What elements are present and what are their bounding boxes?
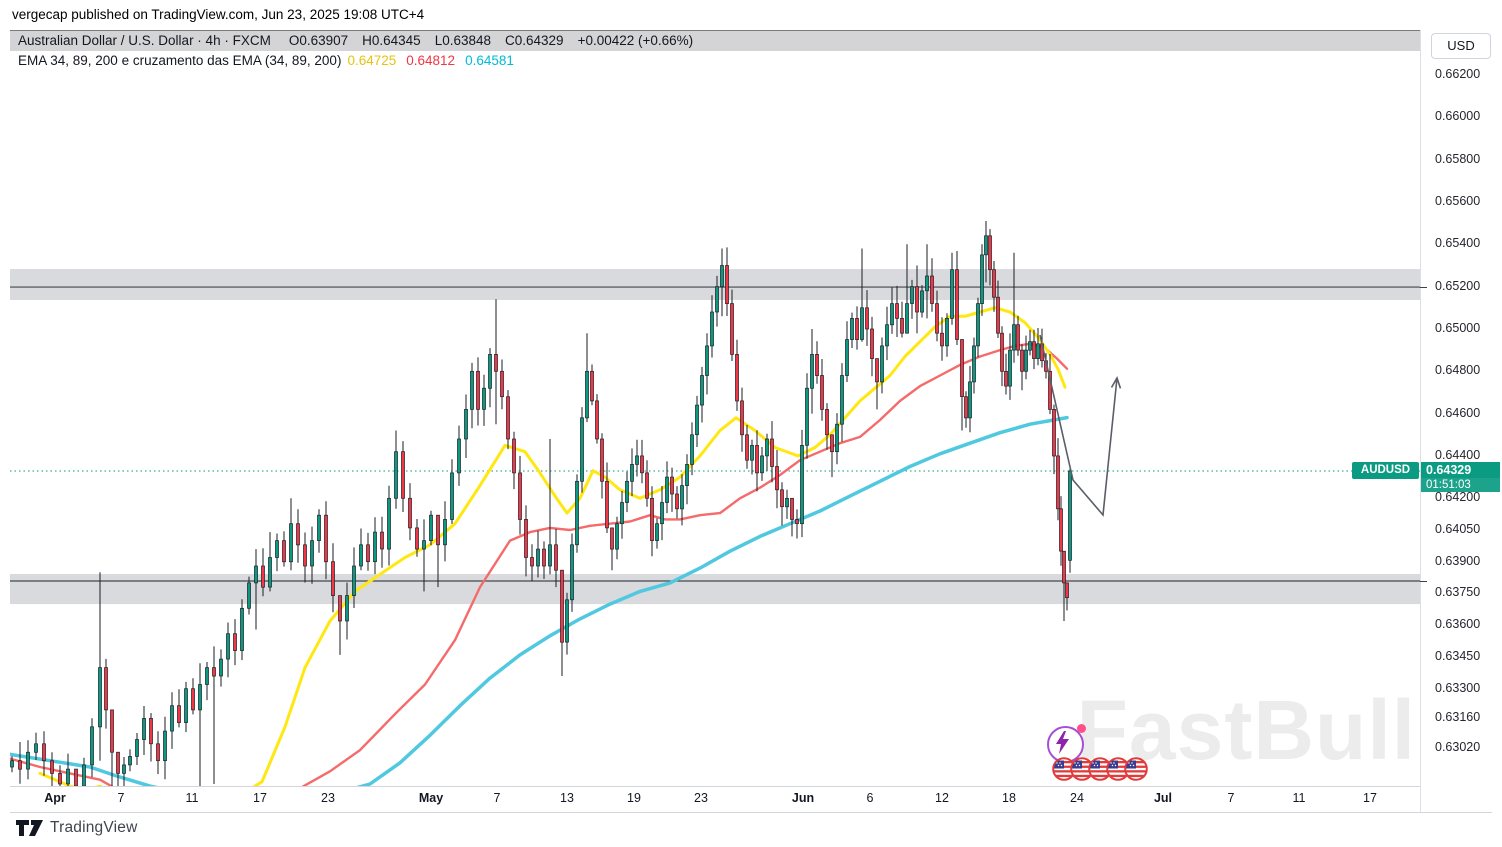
symbol-price-pill: AUDUSD	[1352, 462, 1419, 480]
ohlc-low: L0.63848	[434, 33, 492, 48]
price-axis-label: 0.65200	[1435, 278, 1481, 293]
time-axis-month-label: Apr	[44, 791, 66, 805]
time-axis-day-label: 19	[627, 791, 641, 805]
zone-axis-tick	[1420, 581, 1427, 582]
time-axis-day-label: 17	[1363, 791, 1377, 805]
time-axis-day-label: 23	[321, 791, 335, 805]
price-axis-label: 0.63160	[1435, 710, 1481, 725]
time-axis-day-label: 17	[253, 791, 267, 805]
time-axis-day-label: 11	[185, 791, 199, 805]
ema34-line	[38, 306, 1067, 786]
time-axis-month-label: May	[418, 791, 444, 805]
price-axis-label: 0.63450	[1435, 648, 1481, 663]
time-axis-day-label: 7	[117, 791, 125, 805]
bar-countdown: 01:51:03	[1421, 478, 1500, 493]
time-axis-bottom-border	[10, 812, 1492, 813]
time-axis-day-label: 23	[694, 791, 708, 805]
price-axis-label: 0.64600	[1435, 405, 1481, 420]
time-axis-month-label: Jul	[1153, 791, 1173, 805]
sticker-notification-dot	[1077, 724, 1086, 733]
price-axis-label: 0.64200	[1435, 490, 1481, 505]
zone-band-0	[10, 269, 1420, 300]
ema89-line	[10, 342, 1069, 786]
current-price-label: 0.64329 01:51:03	[1421, 462, 1500, 493]
price-axis-label: 0.66200	[1435, 67, 1481, 81]
price-axis-label: 0.64050	[1435, 522, 1481, 536]
tradingview-logo-icon	[16, 819, 43, 836]
symbol-legend[interactable]: Australian Dollar / U.S. Dollar · 4h · F…	[10, 31, 1420, 51]
chart-frame	[10, 30, 1420, 787]
ema200-line	[10, 415, 1069, 786]
time-axis-day-label: 7	[1227, 791, 1235, 805]
time-axis-month-label: Jun	[791, 791, 815, 805]
price-axis-label: 0.65600	[1435, 193, 1481, 208]
ohlc-high: H0.64345	[362, 33, 421, 48]
us-flag-icon	[1124, 757, 1148, 781]
time-axis-day-label: 11	[1292, 791, 1306, 805]
time-axis-day-label: 6	[866, 791, 874, 805]
current-price-value: 0.64329	[1426, 463, 1472, 478]
price-axis-label: 0.63600	[1435, 617, 1481, 632]
projection-arrow-head	[1110, 376, 1122, 389]
price-axis-label: 0.63020	[1435, 739, 1481, 754]
ema-label: EMA 34, 89, 200 e cruzamento das EMA (34…	[18, 53, 342, 68]
ohlc-open: O0.63907	[288, 33, 349, 48]
us-flag-sticker-row[interactable]	[1052, 757, 1148, 781]
time-axis-day-label: 12	[935, 791, 949, 805]
price-axis-label: 0.65400	[1435, 236, 1481, 251]
tradingview-logo[interactable]: TradingView	[16, 819, 138, 837]
price-axis-label: 0.63300	[1435, 680, 1481, 695]
ema-indicator-legend[interactable]: EMA 34, 89, 200 e cruzamento das EMA (34…	[10, 52, 1210, 70]
attribution-text: vergecap published on TradingView.com, J…	[12, 7, 425, 22]
candles	[10, 221, 1072, 786]
us-flag-icon	[1052, 757, 1076, 781]
us-flag-icon	[1088, 757, 1112, 781]
tradingview-logo-text: TradingView	[50, 819, 138, 836]
ema89-value: 0.64812	[406, 53, 456, 68]
time-axis-day-label: 24	[1070, 791, 1084, 805]
price-axis-label: 0.64800	[1435, 363, 1481, 378]
zone-band-1	[10, 574, 1420, 605]
price-axis-label: 0.63750	[1435, 585, 1481, 600]
time-axis-day-label: 13	[560, 791, 574, 805]
price-axis-label: 0.64400	[1435, 447, 1481, 462]
time-axis-day-label: 7	[493, 791, 501, 805]
ohlc-change: +0.00422 (+0.66%)	[577, 33, 694, 48]
symbol-title: Australian Dollar / U.S. Dollar · 4h · F…	[18, 33, 271, 48]
ohlc-close: C0.64329	[505, 33, 564, 48]
price-axis-label: 0.63900	[1435, 553, 1481, 568]
ema34-value: 0.64725	[347, 53, 397, 68]
price-axis-label: 0.65000	[1435, 320, 1481, 335]
price-axis-label: 0.66000	[1435, 109, 1481, 124]
price-axis-label: 0.65800	[1435, 151, 1481, 166]
time-axis-separator	[10, 786, 1492, 787]
time-axis-day-label: 18	[1002, 791, 1016, 805]
currency-badge: USD	[1431, 33, 1491, 59]
price-chart-canvas[interactable]	[10, 30, 1420, 786]
ema200-value: 0.64581	[465, 53, 514, 68]
projection-arrow[interactable]	[1039, 334, 1118, 517]
price-axis[interactable]: USD 0.66200 0.66000 0.65800 0.65600 0.65400 0…	[1420, 30, 1502, 812]
zone-axis-tick	[1420, 287, 1427, 289]
